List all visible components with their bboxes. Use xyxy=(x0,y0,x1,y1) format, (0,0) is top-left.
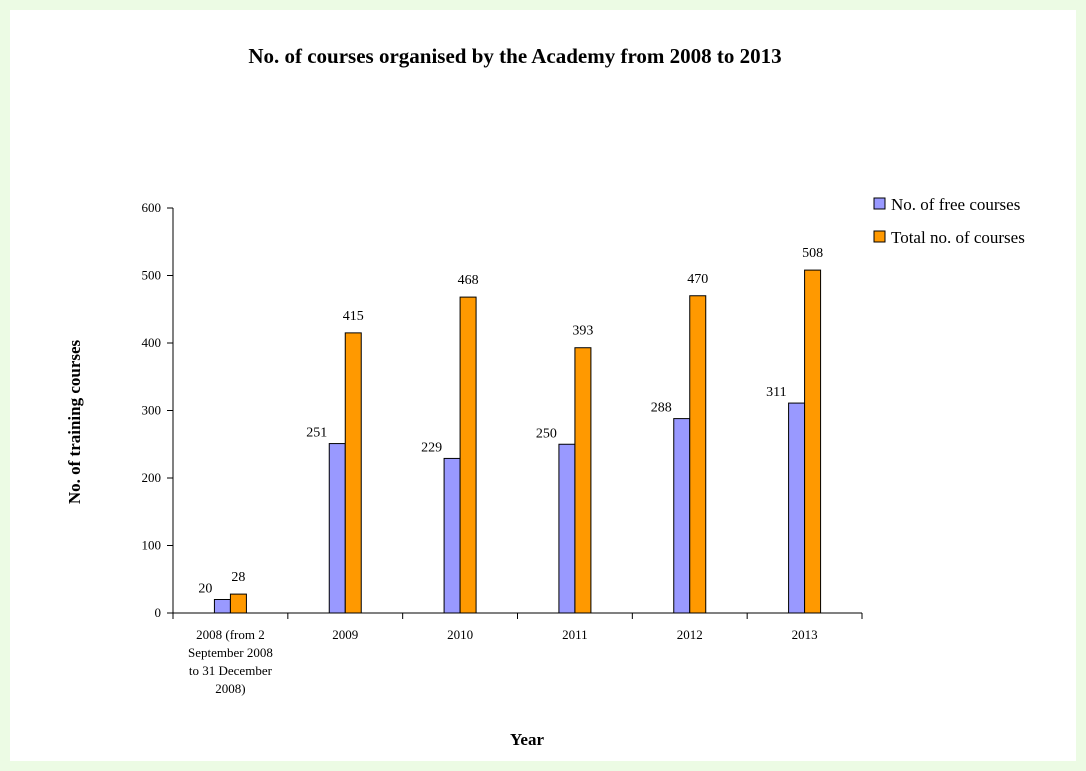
legend: No. of free courses Total no. of courses xyxy=(873,195,1025,247)
legend-label: Total no. of courses xyxy=(891,228,1025,247)
data-label: 415 xyxy=(343,309,364,324)
y-tick-label: 500 xyxy=(142,268,162,283)
x-category-label: 2009 xyxy=(332,627,358,642)
bar-free xyxy=(788,402,806,614)
bar-total xyxy=(574,347,592,614)
data-label: 229 xyxy=(421,440,442,455)
y-axis-title: No. of training courses xyxy=(65,339,84,504)
bar-free xyxy=(328,443,346,614)
data-label: 20 xyxy=(198,582,212,597)
x-category-label: 2008 (from 2 September 2008 to 31 December… xyxy=(188,627,273,696)
data-label: 311 xyxy=(766,385,786,400)
y-tick-label: 0 xyxy=(155,605,162,620)
data-label: 251 xyxy=(306,426,327,441)
y-tick-label: 400 xyxy=(142,335,162,350)
x-category-label: 2010 xyxy=(447,627,473,642)
bar-total xyxy=(689,295,707,614)
y-tick-label: 200 xyxy=(142,470,162,485)
x-category-label: 2013 xyxy=(792,627,818,642)
x-category-label: 2011 xyxy=(562,627,588,642)
bar-free xyxy=(558,443,576,614)
bar-chart: No. of courses organised by the Academy … xyxy=(65,44,1025,749)
chart-frame: No. of courses organised by the Academy … xyxy=(10,10,1076,761)
y-tick-label: 300 xyxy=(142,403,162,418)
legend-label: No. of free courses xyxy=(891,195,1020,214)
bar-total xyxy=(804,269,822,614)
y-tick-label: 100 xyxy=(142,538,162,553)
legend-swatch xyxy=(873,230,886,243)
bar-free xyxy=(213,599,231,614)
data-label: 288 xyxy=(651,401,672,416)
data-label: 250 xyxy=(536,426,557,441)
bar-free xyxy=(673,418,691,614)
x-category-label: 2012 xyxy=(677,627,703,642)
bar-total xyxy=(344,332,362,614)
data-label: 393 xyxy=(572,324,593,339)
plot-area: 0 100 200 300 400 500 600 20 28 2008 (from 2 Septe… xyxy=(142,200,863,696)
data-label: 468 xyxy=(458,273,479,288)
data-label: 470 xyxy=(687,272,708,287)
bar-total xyxy=(229,593,247,614)
bar-total xyxy=(459,296,477,614)
chart-title: No. of courses organised by the Academy … xyxy=(248,44,781,68)
x-axis-title: Year xyxy=(510,730,544,749)
data-label: 28 xyxy=(231,570,245,585)
bar-free xyxy=(443,457,461,614)
y-tick-label: 600 xyxy=(142,200,162,215)
legend-swatch xyxy=(873,197,886,210)
data-label: 508 xyxy=(802,246,823,261)
